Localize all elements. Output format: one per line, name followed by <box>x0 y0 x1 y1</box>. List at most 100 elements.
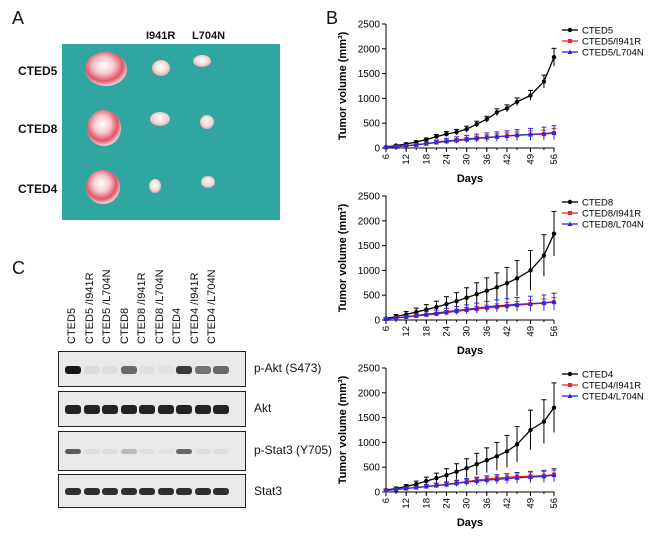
tumor-volume-chart-cted4: 0 500 1000 1500 2000 2500 6 12 18 24 30 36 42 49 56 Day… <box>337 364 644 530</box>
data-point <box>514 276 520 281</box>
data-point <box>423 141 429 146</box>
data-point <box>551 130 557 135</box>
data-point <box>504 302 510 308</box>
blot-row-label-stat3: Stat3 <box>254 484 283 498</box>
legend-entry: CTED4/I941R <box>562 381 641 392</box>
data-point <box>527 474 533 480</box>
data-point <box>528 268 533 273</box>
data-point <box>413 142 419 147</box>
tumor-photo <box>62 44 280 220</box>
y-tick-label: 2500 <box>358 364 381 375</box>
blot-band <box>194 488 211 495</box>
blot-lane-label: CTED4 /L704N <box>206 269 218 344</box>
data-point <box>551 299 557 304</box>
blot-band <box>120 488 137 495</box>
legend-label: CTED4 <box>582 370 613 381</box>
blot-lane-label: CTED8 <box>118 307 131 344</box>
data-point <box>464 465 469 471</box>
data-point <box>383 316 389 322</box>
tumor-cted8-i941r <box>150 112 170 126</box>
legend-marker <box>567 27 573 33</box>
data-point <box>423 311 429 317</box>
data-point <box>484 117 489 122</box>
data-point <box>424 307 429 312</box>
blot-band <box>194 366 211 374</box>
data-point <box>464 126 469 132</box>
legend-entry: CTED8/I941R <box>562 209 641 220</box>
blot-band <box>102 366 118 374</box>
tumor-cted5 <box>85 52 127 86</box>
y-tick-label: 2000 <box>358 388 381 399</box>
x-tick-label: 12 <box>401 154 412 165</box>
panel-letter-b: B <box>326 8 339 28</box>
x-tick-label: 56 <box>549 498 560 509</box>
photo-row-label-cted5: CTED5 <box>18 64 58 78</box>
x-tick-label: 42 <box>502 498 513 509</box>
blot-band <box>158 449 174 454</box>
data-point <box>433 310 439 316</box>
x-tick-label: 30 <box>462 154 473 165</box>
blot-row-label-akt: Akt <box>254 401 272 415</box>
data-point <box>444 131 449 137</box>
legend-label: CTED8 <box>582 198 613 209</box>
legend-label: CTED4/I941R <box>582 381 641 392</box>
legend-marker <box>567 393 573 398</box>
data-point <box>541 79 547 84</box>
blot-band <box>120 405 137 414</box>
blot-row-label-p-stat3: p-Stat3 (Y705) <box>254 443 333 457</box>
blot-band <box>139 488 155 495</box>
data-point <box>454 298 459 304</box>
y-tick-label: 0 <box>374 316 380 327</box>
data-point <box>434 304 439 310</box>
blot-band-p-akt <box>58 351 246 387</box>
blot-band <box>102 405 118 414</box>
data-point <box>514 301 520 307</box>
legend-entry: CTED8 <box>562 198 613 209</box>
data-point <box>444 301 449 307</box>
y-tick-label: 1000 <box>358 94 381 105</box>
blot-band <box>194 405 211 414</box>
data-point <box>413 485 419 490</box>
data-point <box>541 419 547 424</box>
tumor-cted5-i941r <box>152 60 170 76</box>
data-point <box>528 427 533 433</box>
legend-entry: CTED8/L704N <box>562 220 644 231</box>
blot-lane-label: CTED5 /L704N <box>101 269 113 344</box>
x-tick-label: 30 <box>462 326 473 337</box>
data-point <box>551 55 557 60</box>
data-point <box>514 442 520 447</box>
tumor-cted4 <box>86 170 120 204</box>
blot-band-stat3 <box>58 474 246 508</box>
data-point <box>494 303 500 308</box>
data-point <box>474 121 479 127</box>
data-point <box>551 405 557 410</box>
legend-label: CTED4/L704N <box>582 392 644 403</box>
legend-entry: CTED4 <box>562 370 613 381</box>
x-tick-label: 24 <box>441 326 452 337</box>
legend-label: CTED5 <box>582 26 613 37</box>
tumor-cted8 <box>87 110 121 146</box>
blot-band <box>176 488 192 495</box>
y-axis-label: Tumor volume (mm³) <box>337 203 349 312</box>
blot-band <box>83 405 100 414</box>
data-point <box>403 486 409 491</box>
data-point <box>514 99 520 105</box>
data-point <box>433 483 439 488</box>
blot-band <box>65 366 81 374</box>
legend-entry: CTED5/L704N <box>562 48 644 59</box>
data-point <box>383 488 389 493</box>
blot-band <box>83 488 100 495</box>
data-point <box>528 93 533 98</box>
x-tick-label: 42 <box>502 154 513 165</box>
panel-letter-c: C <box>12 258 25 278</box>
data-point <box>474 305 480 311</box>
blot-band <box>176 366 192 374</box>
y-axis-label: Tumor volume (mm³) <box>337 31 349 140</box>
data-point <box>454 469 459 474</box>
blot-band <box>102 449 118 454</box>
legend-label: CTED8/I941R <box>582 209 641 220</box>
data-point <box>494 110 500 115</box>
data-point <box>464 306 470 312</box>
x-tick-label: 24 <box>441 154 452 165</box>
blot-band <box>65 449 81 454</box>
